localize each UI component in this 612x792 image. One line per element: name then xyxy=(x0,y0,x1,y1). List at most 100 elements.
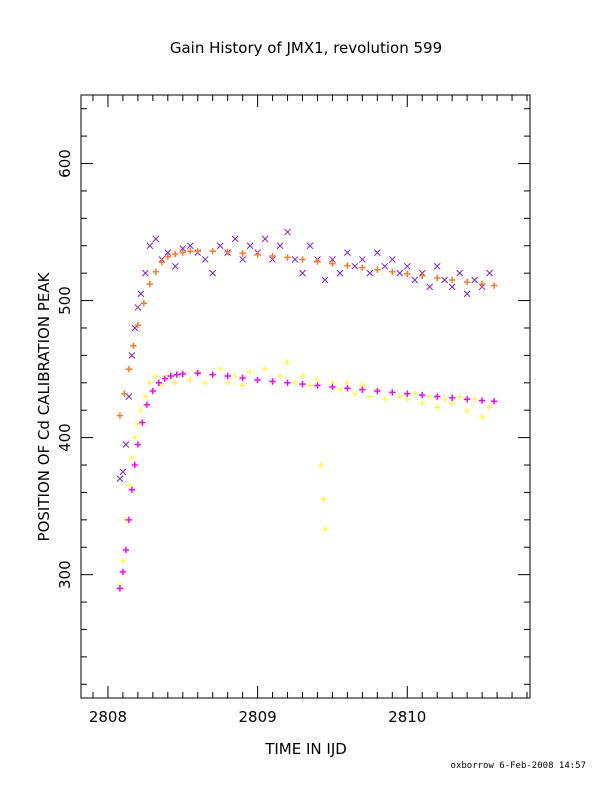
data-point xyxy=(351,390,358,397)
data-point xyxy=(164,253,172,260)
data-point xyxy=(116,475,124,483)
data-point xyxy=(269,256,276,263)
data-point xyxy=(128,352,136,359)
data-point xyxy=(448,283,456,291)
data-point xyxy=(247,368,254,375)
data-point xyxy=(366,393,373,400)
data-point xyxy=(284,359,291,366)
data-point xyxy=(187,248,194,255)
data-point xyxy=(128,486,136,493)
data-point xyxy=(411,276,419,284)
data-point xyxy=(179,249,186,256)
x-axis-label: TIME IN IJD xyxy=(264,740,347,758)
data-point xyxy=(122,546,130,554)
data-point xyxy=(373,249,381,256)
data-point xyxy=(381,262,389,270)
data-point xyxy=(116,412,124,419)
data-point xyxy=(224,379,231,386)
data-point xyxy=(209,371,216,378)
data-point xyxy=(389,268,396,275)
data-point xyxy=(426,283,434,291)
data-point xyxy=(388,256,396,263)
data-point xyxy=(121,390,128,397)
data-point xyxy=(299,256,306,263)
data-point xyxy=(224,248,231,256)
data-point xyxy=(232,372,239,379)
data-point xyxy=(479,414,486,421)
data-point xyxy=(463,290,471,298)
data-point xyxy=(404,270,411,278)
data-point xyxy=(224,372,231,380)
data-point xyxy=(209,248,216,255)
chart-title: Gain History of JMX1, revolution 599 xyxy=(170,39,442,57)
data-point xyxy=(131,434,138,441)
data-point xyxy=(336,269,344,277)
data-point xyxy=(239,256,246,263)
data-point xyxy=(411,390,418,397)
plot-frame xyxy=(80,94,531,699)
data-point xyxy=(137,290,145,298)
data-point xyxy=(125,482,132,489)
data-point xyxy=(284,379,291,386)
data-point xyxy=(344,249,351,256)
data-point xyxy=(217,366,224,373)
data-point xyxy=(116,585,124,592)
data-point xyxy=(171,262,179,270)
data-point xyxy=(187,377,194,384)
data-point xyxy=(284,228,291,236)
data-point xyxy=(449,400,456,407)
data-point xyxy=(231,235,239,243)
data-point xyxy=(239,382,246,389)
data-point xyxy=(167,372,174,380)
data-point xyxy=(239,374,246,382)
data-point xyxy=(366,269,374,277)
data-point xyxy=(152,235,160,243)
data-point xyxy=(359,256,366,263)
data-point xyxy=(128,455,135,462)
data-point xyxy=(359,386,366,393)
data-point xyxy=(152,268,160,275)
data-point xyxy=(173,371,180,378)
data-point xyxy=(125,516,133,524)
data-point xyxy=(344,262,351,269)
data-point xyxy=(486,404,493,411)
data-point xyxy=(142,393,149,400)
data-point xyxy=(336,386,343,393)
data-point xyxy=(374,387,381,395)
data-point xyxy=(254,251,261,258)
data-point xyxy=(137,407,144,414)
data-point xyxy=(130,342,137,349)
data-point xyxy=(344,385,351,392)
data-point xyxy=(269,252,276,260)
data-point xyxy=(317,462,324,469)
data-point xyxy=(434,393,441,400)
data-point xyxy=(216,242,224,250)
data-point xyxy=(471,396,478,403)
data-point xyxy=(284,254,291,261)
series-0 xyxy=(116,228,493,483)
data-point xyxy=(381,396,388,403)
series-1 xyxy=(116,359,493,589)
data-point xyxy=(119,557,126,564)
data-point xyxy=(448,394,456,402)
data-point xyxy=(419,391,426,399)
series-2 xyxy=(116,248,498,419)
y-tick-label: 500 xyxy=(56,286,74,315)
data-point xyxy=(146,280,154,288)
data-point xyxy=(277,372,284,379)
data-point xyxy=(314,382,321,389)
data-point xyxy=(161,375,169,382)
series-layer xyxy=(116,228,498,592)
data-point xyxy=(291,256,299,263)
data-point xyxy=(359,264,366,271)
data-point xyxy=(306,242,314,250)
data-point xyxy=(321,276,329,284)
data-point xyxy=(179,370,186,378)
data-point xyxy=(434,404,441,411)
data-point xyxy=(471,276,478,284)
tick-labels: 2808 2809 2810 300 400 500 600 xyxy=(56,149,426,726)
data-point xyxy=(143,401,151,408)
data-point xyxy=(172,379,179,386)
data-point xyxy=(269,378,276,385)
data-point xyxy=(490,282,498,289)
